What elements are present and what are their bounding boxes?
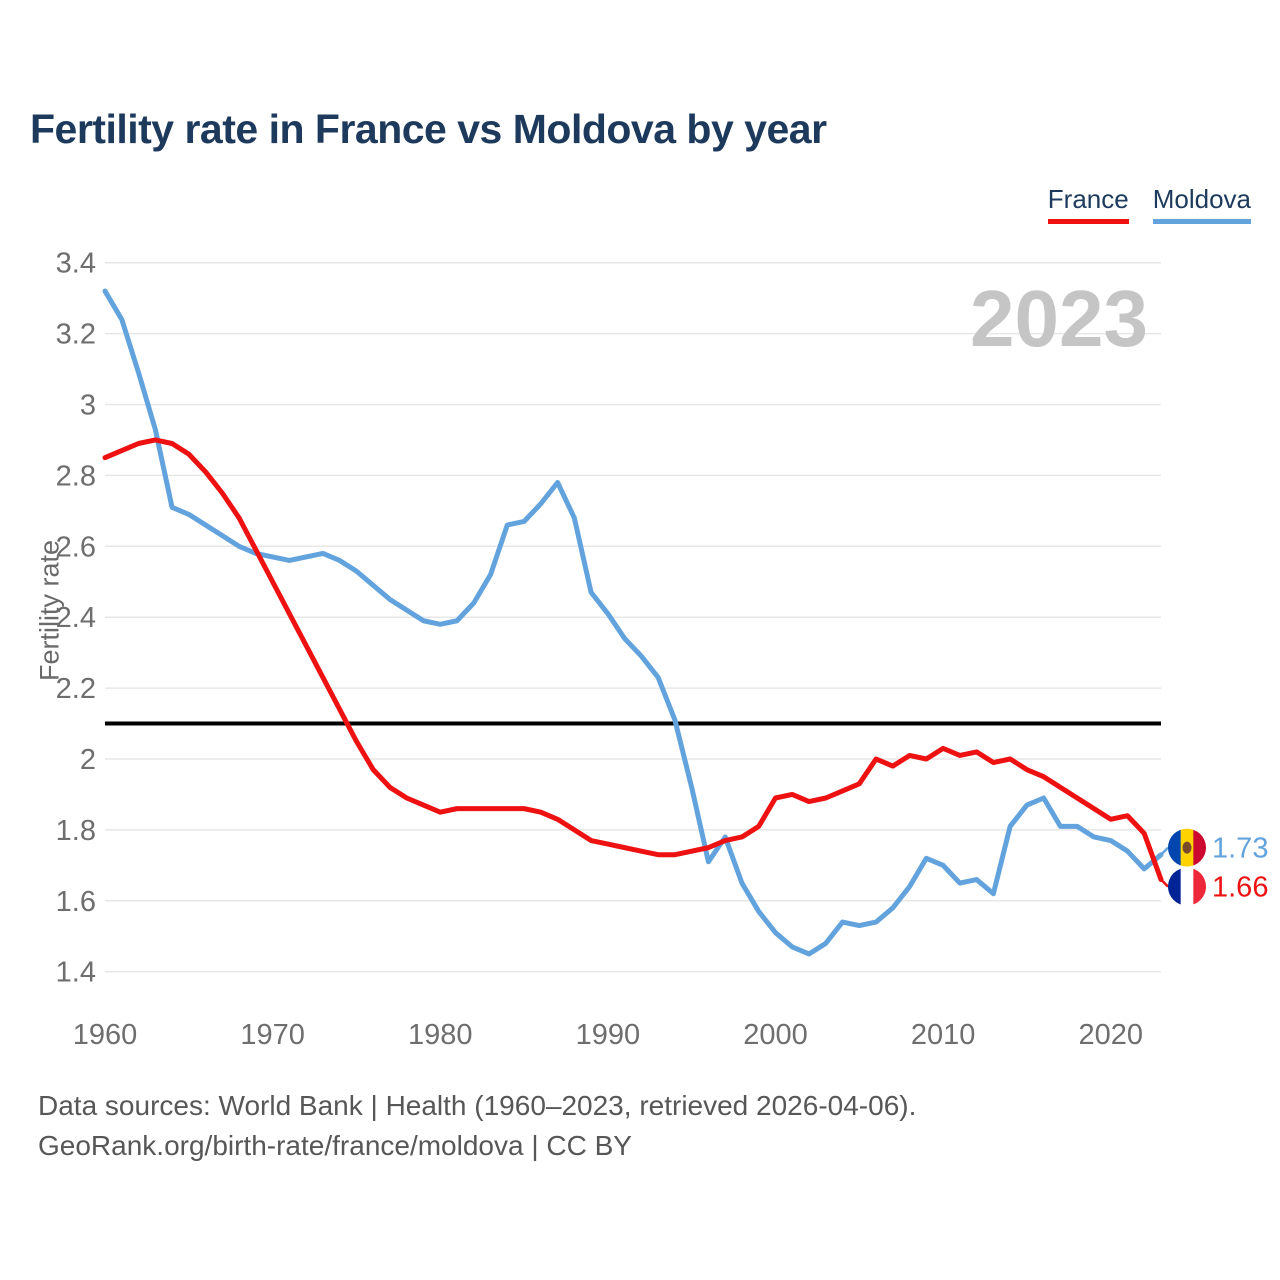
line-moldova (102, 288, 1164, 957)
watermark-year: 2023 (970, 274, 1148, 363)
x-tick-label: 2000 (743, 1019, 808, 1051)
x-tick-label: 2010 (911, 1019, 976, 1051)
y-tick-label: 1.6 (56, 886, 96, 918)
end-value-moldova: 1.73 (1212, 833, 1268, 865)
leader-line-france (1160, 878, 1169, 888)
x-tick-label: 1980 (408, 1019, 473, 1051)
legend: France Moldova (1047, 184, 1251, 224)
flag-moldova-icon (1168, 828, 1206, 867)
y-tick-label: 2.4 (56, 602, 96, 634)
line-france (102, 437, 1164, 883)
legend-label-france: France (1047, 184, 1129, 214)
x-tick-label: 1990 (576, 1019, 641, 1051)
y-tick-label: 2.8 (56, 460, 96, 492)
end-value-france: 1.66 (1212, 872, 1268, 904)
y-tick-label: 2.6 (56, 531, 96, 563)
legend-label-moldova: Moldova (1152, 184, 1251, 214)
y-tick-label: 2 (80, 744, 96, 776)
legend-swatch-moldova (1152, 219, 1251, 224)
page-title: Fertility rate in France vs Moldova by y… (30, 106, 827, 152)
y-tick-label: 3 (80, 390, 96, 422)
legend-item-moldova[interactable]: Moldova (1152, 184, 1251, 224)
y-tick-label: 1.4 (56, 957, 96, 989)
footer-sources: Data sources: World Bank | Health (1960–… (38, 1090, 917, 1121)
y-tick-label: 3.2 (56, 319, 96, 351)
x-tick-label: 1960 (73, 1019, 138, 1051)
leader-line-moldova (1160, 846, 1169, 856)
x-tick-label: 2020 (1078, 1019, 1143, 1051)
flag-france-icon (1168, 867, 1206, 906)
x-tick-label: 1970 (240, 1019, 305, 1051)
y-tick-label: 3.4 (56, 248, 96, 280)
legend-swatch-france (1047, 219, 1129, 224)
y-tick-label: 2.2 (56, 673, 96, 705)
legend-item-france[interactable]: France (1047, 184, 1129, 224)
footer-attribution[interactable]: GeoRank.org/birth-rate/france/moldova | … (38, 1130, 632, 1161)
footer: Data sources: World Bank | Health (1960–… (38, 1086, 916, 1166)
y-tick-label: 1.8 (56, 815, 96, 847)
